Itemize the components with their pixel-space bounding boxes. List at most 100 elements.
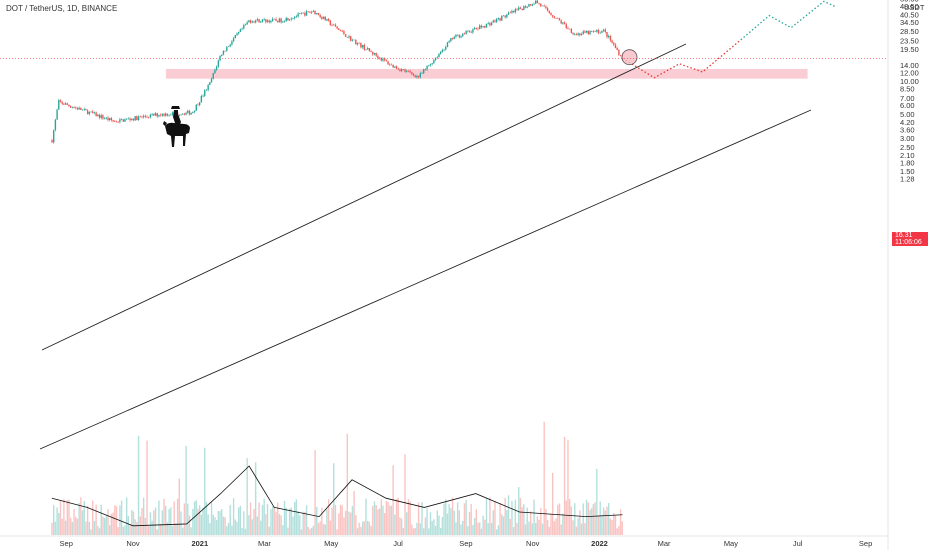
candle-body (317, 13, 320, 15)
candle-body (577, 33, 579, 35)
price-tick-label: 40.50 (900, 10, 919, 19)
candle-body (490, 22, 493, 26)
volume-bar (589, 509, 591, 535)
candle-body (85, 109, 87, 111)
candle-body (202, 95, 204, 97)
volume-bar (487, 523, 489, 535)
candle-body (209, 82, 211, 85)
volume-bar (222, 516, 225, 535)
volume-bar (249, 502, 252, 535)
candle-body (166, 113, 169, 116)
candle-body (324, 16, 326, 21)
candle-body (431, 63, 433, 65)
candle-body (504, 15, 506, 18)
candle-body (219, 56, 221, 61)
volume-bar (141, 508, 143, 535)
volume-bar (95, 504, 97, 535)
candle-body (95, 112, 97, 117)
volume-bar (604, 510, 607, 535)
volume-bar (52, 505, 55, 535)
volume-bar (80, 497, 82, 535)
candle-body (341, 31, 343, 32)
horse-head (163, 121, 167, 126)
volume-bar (107, 509, 109, 535)
candle-body (243, 24, 245, 29)
volume-bar (283, 500, 286, 535)
candle-body (344, 34, 347, 37)
candle-body (214, 69, 216, 74)
candle-body (129, 118, 131, 121)
candle-body (109, 118, 111, 121)
candle-body (193, 110, 196, 112)
volume-bar (468, 512, 471, 535)
price-tick-label: 5.00 (900, 110, 915, 119)
candle-body (506, 14, 508, 18)
candle-body (165, 113, 167, 116)
candle-body (232, 38, 235, 42)
candle-body (314, 10, 316, 15)
volume-bar (494, 501, 496, 535)
volume-bar (378, 508, 381, 535)
candle-body (568, 28, 571, 30)
candle-body (190, 113, 192, 115)
candle-body (183, 113, 186, 115)
volume-bar (278, 514, 281, 535)
candle-body (68, 104, 70, 107)
time-tick-label: Mar (258, 539, 271, 548)
candle-body (61, 101, 63, 104)
time-axis: Sep Nov 2021 Mar May Jul Sep Nov 2022 Mar May Jul Se… (60, 539, 873, 548)
volume-bar (526, 507, 528, 535)
volume-bar (397, 497, 399, 535)
candles-group (51, 0, 623, 144)
volume-bar (224, 517, 226, 535)
candle-body (373, 53, 376, 55)
volume-bar (83, 500, 85, 535)
candle-body (244, 24, 247, 25)
volume-bar (479, 522, 481, 535)
candle-body (141, 116, 143, 118)
candle-body (460, 36, 462, 38)
candle-body (361, 44, 364, 48)
volume-bar (570, 506, 573, 535)
candle-body (287, 17, 289, 21)
volume-bar (348, 511, 350, 535)
volume-bar (97, 525, 99, 535)
volume-bar (618, 526, 620, 535)
time-tick-label: May (724, 539, 738, 548)
volume-bar (443, 503, 445, 535)
candle-body (204, 90, 206, 96)
volume-bar (540, 508, 542, 535)
candle-body (592, 31, 595, 32)
volume-bar (215, 519, 218, 535)
volume-bar (205, 501, 208, 535)
volume-bar (109, 525, 111, 535)
candle-body (217, 60, 220, 67)
candle-body (456, 34, 459, 36)
candle-body (587, 30, 590, 35)
candle-body (110, 118, 113, 121)
candle-body (482, 26, 484, 28)
candle-body (207, 84, 209, 91)
price-tick-label: 1.28 (900, 175, 915, 184)
candle-body (567, 28, 569, 29)
candle-body (64, 103, 67, 105)
volume-bar (195, 500, 197, 535)
volume-bar (395, 498, 398, 535)
volume-bar (406, 512, 408, 535)
candle-body (102, 115, 104, 119)
volume-bar (368, 521, 371, 535)
volume-bar (538, 519, 540, 535)
volume-bar (153, 510, 155, 535)
volume-bar (521, 507, 523, 535)
volume-bar (531, 523, 534, 535)
volume-bar (266, 504, 269, 535)
price-tick-label: 8.50 (900, 85, 915, 94)
candle-body (407, 70, 410, 72)
volume-bar (506, 509, 508, 535)
volume-bar (516, 522, 518, 535)
channel-lower-line (39, 109, 812, 450)
volume-bar (258, 502, 260, 535)
candle-body (237, 31, 240, 34)
candle-body (604, 29, 607, 32)
